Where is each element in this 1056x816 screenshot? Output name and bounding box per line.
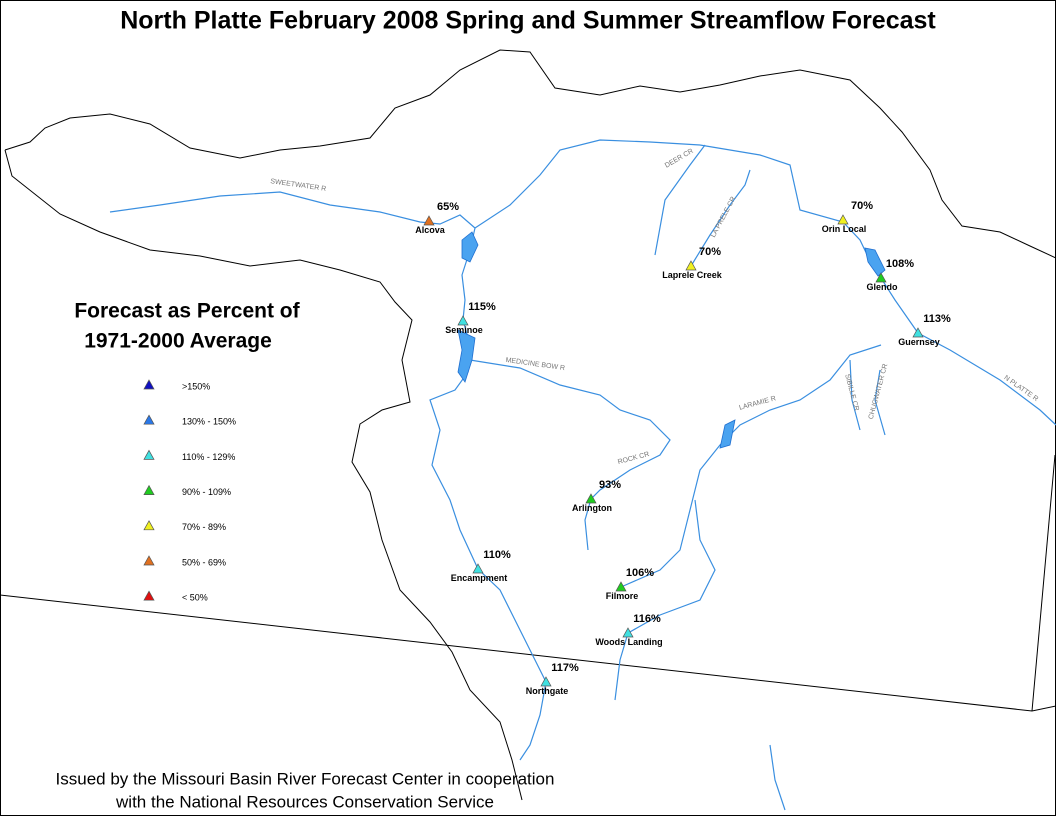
legend-marker — [143, 449, 155, 460]
lake — [461, 231, 479, 263]
state-line — [0, 454, 1056, 712]
map-title: North Platte February 2008 Spring and Su… — [120, 7, 936, 35]
legend-label: 110% - 129% — [182, 452, 235, 462]
footer: with the National Resources Conservation… — [115, 792, 494, 811]
station-percent: 106% — [626, 567, 654, 579]
legend-marker — [143, 379, 155, 390]
station-marker — [472, 563, 484, 574]
station-percent: 93% — [599, 479, 621, 491]
lake — [457, 329, 476, 383]
station-name: Filmore — [606, 591, 639, 601]
station-marker — [457, 315, 469, 326]
station-percent: 115% — [468, 301, 496, 313]
legend-title: 1971-2000 Average — [84, 330, 272, 353]
lake — [719, 419, 736, 449]
station-marker — [912, 327, 924, 338]
station-marker — [585, 493, 597, 504]
legend-label: 70% - 89% — [182, 522, 226, 532]
station-name: Alcova — [415, 225, 446, 235]
legend-marker — [143, 590, 155, 601]
station-name: Encampment — [451, 573, 508, 583]
station-percent: 116% — [633, 613, 661, 625]
legend-marker — [143, 520, 155, 531]
station-percent: 70% — [699, 246, 721, 258]
station-marker — [615, 581, 627, 592]
station-percent: 110% — [483, 549, 511, 561]
station-marker — [875, 272, 887, 283]
basin-outline — [4, 49, 1056, 259]
station-name: Guernsey — [898, 337, 940, 347]
legend-marker — [143, 484, 155, 495]
station-percent: 65% — [437, 201, 459, 213]
legend-label: 130% - 150% — [182, 417, 236, 427]
station-name: Woods Landing — [595, 637, 662, 647]
station-percent: 70% — [851, 200, 873, 212]
station-marker — [540, 676, 552, 687]
station-name: Arlington — [572, 503, 612, 513]
station-name: Glendo — [867, 282, 899, 292]
station-marker — [837, 214, 849, 225]
station-name: Northgate — [526, 686, 569, 696]
station-marker — [423, 215, 435, 226]
legend-marker — [143, 555, 155, 566]
station-marker — [622, 627, 634, 638]
station-percent: 117% — [551, 662, 579, 674]
legend-title: Forecast as Percent of — [74, 300, 300, 323]
station-marker — [685, 260, 697, 271]
legend-marker — [143, 414, 155, 425]
legend-label: 50% - 69% — [182, 557, 226, 567]
footer: Issued by the Missouri Basin River Forec… — [56, 769, 555, 788]
legend-label: < 50% — [182, 593, 208, 603]
station-name: Orin Local — [822, 224, 867, 234]
station-percent: 108% — [886, 258, 914, 270]
station-name: Seminoe — [445, 325, 483, 335]
legend-label: >150% — [182, 381, 210, 391]
legend-label: 90% - 109% — [182, 487, 231, 497]
lake — [864, 247, 886, 277]
basin-outline — [4, 149, 523, 801]
station-name: Laprele Creek — [662, 270, 723, 280]
station-percent: 113% — [923, 313, 951, 325]
